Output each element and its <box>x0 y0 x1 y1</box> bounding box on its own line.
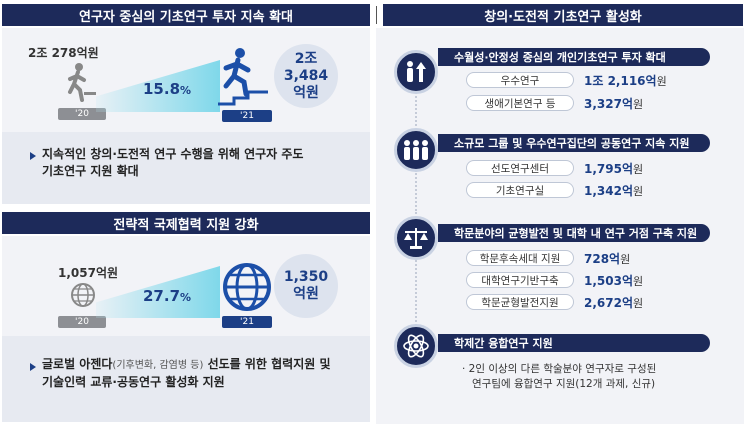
left-bottom-header: 전략적 국제협력 지원 강화 <box>2 212 370 234</box>
left-top-bullet-text: 지속적인 창의·도전적 연구 수행을 위해 연구자 주도 기초연구 지원 확대 <box>42 147 304 178</box>
section-4-note: · 2인 이상의 다른 학술분야 연구자로 구성된 연구팀에 융합연구 지원(1… <box>462 363 657 390</box>
group-icon <box>394 128 438 172</box>
bullet-arrow-icon <box>30 152 36 160</box>
section-title-4: 학제간 융합연구 지원 <box>438 334 710 352</box>
item-label: 우수연구 <box>466 72 574 88</box>
walking-person-icon <box>68 63 96 102</box>
item-value: 1,503억원 <box>584 274 644 288</box>
item-value: 728억원 <box>584 252 631 266</box>
growth-percent-2: 27.7% <box>143 287 192 305</box>
section-title-1: 수월성·안정성 중심의 개인기초연구 투자 확대 <box>438 48 710 66</box>
left-top-bullet-panel <box>2 132 370 204</box>
left-bottom-bullet-text: 글로벌 아젠다(기후변화, 감염병 등) 선도를 위한 협력지원 및 기술인력 … <box>42 357 331 389</box>
people-growth-icon <box>394 50 438 94</box>
item-value: 1,795억원 <box>584 162 644 176</box>
bullet-arrow-icon-2 <box>30 363 36 371</box>
growth-percent: 15.8% <box>143 80 192 98</box>
connector-line-3 <box>415 260 417 326</box>
section-title-3: 학문분야의 균형발전 및 대학 내 연구 거점 구축 지원 <box>438 224 710 242</box>
year-2021-tag-2: '21 <box>222 316 272 328</box>
connector-line-1 <box>415 76 417 126</box>
item-label: 생애기본연구 등 <box>466 95 574 111</box>
year-2021-tag: '21 <box>222 110 272 122</box>
item-label: 기초연구실 <box>466 182 574 198</box>
year-2020-tag: '20 <box>58 108 106 120</box>
right-header: 창의·도전적 기초연구 활성화 <box>383 4 743 26</box>
section-title-2: 소규모 그룹 및 우수연구집단의 공동연구 지속 지원 <box>438 134 710 152</box>
left-bottom-bullet-panel <box>2 336 370 422</box>
left-top-header: 연구자 중심의 기초연구 투자 지속 확대 <box>2 4 370 26</box>
balance-scale-icon <box>394 216 438 260</box>
amount-2020-basic: 2조 278억원 <box>28 46 99 60</box>
item-value: 3,327억원 <box>584 97 644 111</box>
globe-small-icon <box>71 283 95 307</box>
item-label: 선도연구센터 <box>466 160 574 176</box>
amount-2021-circle-2: 1,350 억원 <box>274 254 338 318</box>
item-label: 학문후속세대 지원 <box>466 250 574 266</box>
running-person-icon <box>218 48 268 106</box>
item-value: 2,672억원 <box>584 296 644 310</box>
item-label: 대학연구기반구축 <box>466 272 574 288</box>
item-value: 1,342억원 <box>584 184 644 198</box>
globe-large-icon <box>223 263 271 311</box>
item-value: 1조 2,116억원 <box>584 74 667 88</box>
amount-2021-circle: 2조 3,484 억원 <box>274 44 338 108</box>
amount-2020-international: 1,057억원 <box>58 266 119 280</box>
atom-icon <box>394 324 438 368</box>
header-divider <box>376 6 377 24</box>
connector-line-2 <box>415 170 417 214</box>
year-2020-tag-2: '20 <box>58 316 106 328</box>
item-label: 학문균형발전지원 <box>466 294 574 310</box>
